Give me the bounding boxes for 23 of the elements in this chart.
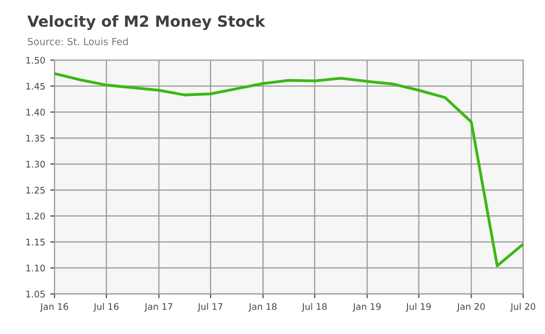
y-tick-label: 1.40 xyxy=(26,108,45,116)
x-tick-label: Jul 18 xyxy=(302,302,327,312)
x-tick-label: Jul 19 xyxy=(406,302,431,312)
y-tick-label: 1.25 xyxy=(26,186,45,194)
y-tick-label: 1.15 xyxy=(26,238,45,246)
x-tick-label: Jan 20 xyxy=(456,303,485,312)
chart-title: Velocity of M2 Money Stock xyxy=(27,15,266,30)
x-tick-label: Jan 17 xyxy=(144,303,172,312)
x-tick-label: Jul 17 xyxy=(197,302,222,312)
line-series xyxy=(54,72,524,268)
y-tick-label: 1.35 xyxy=(26,134,45,142)
y-tick-label: 1.05 xyxy=(26,290,45,298)
x-tick-label: Jan 18 xyxy=(248,303,277,312)
x-tick-label: Jul 16 xyxy=(93,302,118,312)
y-tick-label: 1.20 xyxy=(26,212,45,220)
y-tick-label: 1.45 xyxy=(26,82,45,90)
x-tick-label: Jan 19 xyxy=(352,303,381,312)
y-tick-label: 1.10 xyxy=(26,264,45,272)
y-tick-label: 1.50 xyxy=(26,56,45,64)
y-tick-label: 1.30 xyxy=(26,160,45,168)
source-note: Source: St. Louis Fed xyxy=(28,38,128,46)
x-tick-label: Jan 16 xyxy=(40,303,68,312)
x-tick-label: Jul 20 xyxy=(510,302,536,312)
